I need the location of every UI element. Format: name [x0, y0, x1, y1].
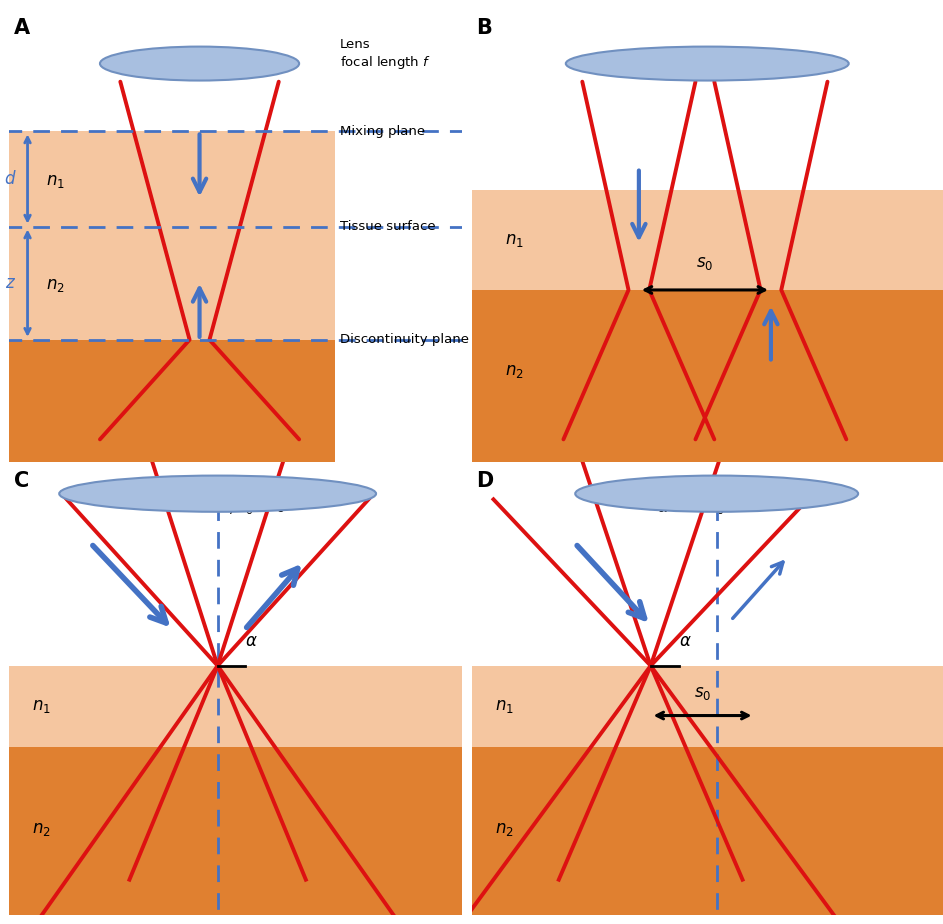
Bar	[9, 340, 336, 462]
Text: $s_0$: $s_0$	[696, 254, 714, 272]
Text: $d$: $d$	[4, 170, 16, 188]
Bar	[9, 226, 336, 340]
Bar	[472, 190, 943, 290]
Text: $\alpha$: $\alpha$	[245, 632, 257, 650]
Text: $n_2$: $n_2$	[495, 820, 514, 838]
Text: C: C	[14, 471, 29, 491]
Text: $n_2$: $n_2$	[45, 276, 64, 295]
Text: Lateral SO-OCT
$\alpha$ = 0, $s_0$ > 0: Lateral SO-OCT $\alpha$ = 0, $s_0$ > 0	[648, 480, 767, 517]
Text: Conventional OCT
$\alpha$ = 0, $s_0$ = 0: Conventional OCT $\alpha$ = 0, $s_0$ = 0	[167, 480, 305, 517]
Bar	[472, 290, 943, 462]
Ellipse shape	[566, 46, 849, 80]
Text: $n_1$: $n_1$	[32, 698, 51, 715]
Ellipse shape	[59, 476, 376, 512]
Text: $n_1$: $n_1$	[505, 231, 523, 249]
Text: A: A	[14, 18, 30, 38]
Text: $s_0$: $s_0$	[694, 684, 711, 702]
Text: Tissue surface: Tissue surface	[339, 220, 436, 233]
Ellipse shape	[100, 46, 299, 80]
Text: $n_2$: $n_2$	[505, 362, 523, 381]
Text: $z$: $z$	[5, 274, 16, 292]
Text: B: B	[476, 18, 492, 38]
Text: $n_1$: $n_1$	[495, 698, 514, 715]
Bar	[472, 748, 943, 915]
Bar	[9, 665, 462, 748]
Text: $n_1$: $n_1$	[45, 172, 64, 190]
Ellipse shape	[575, 476, 858, 512]
Text: Mixing plane: Mixing plane	[339, 125, 425, 138]
Bar	[472, 665, 943, 748]
Text: $\alpha$: $\alpha$	[679, 632, 691, 650]
Text: Lens
focal length $f$: Lens focal length $f$	[339, 38, 431, 71]
Bar	[9, 226, 336, 340]
Text: $n_2$: $n_2$	[32, 820, 51, 838]
Bar	[9, 748, 462, 915]
Text: Discontinuity plane: Discontinuity plane	[339, 334, 469, 346]
Bar	[9, 131, 336, 226]
Text: D: D	[476, 471, 493, 491]
